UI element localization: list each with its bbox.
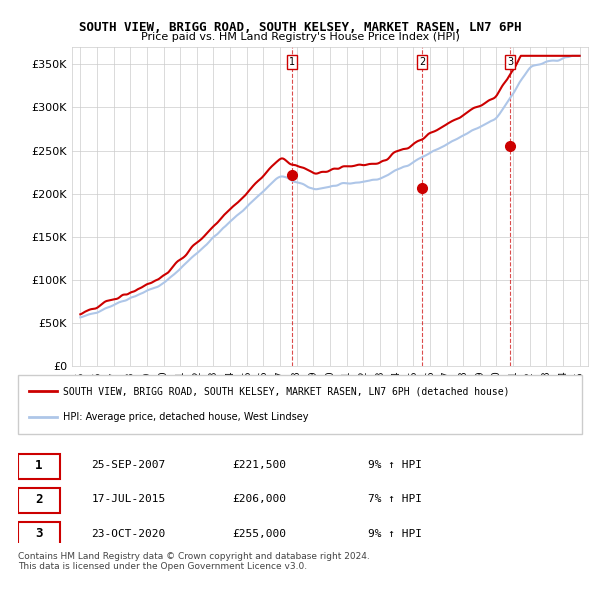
Text: 25-SEP-2007: 25-SEP-2007 [91,460,166,470]
Text: 23-OCT-2020: 23-OCT-2020 [91,529,166,539]
Text: 17-JUL-2015: 17-JUL-2015 [91,494,166,504]
Text: 9% ↑ HPI: 9% ↑ HPI [368,460,422,470]
Text: £221,500: £221,500 [232,460,286,470]
Text: 1: 1 [35,459,43,472]
FancyBboxPatch shape [18,375,582,434]
FancyBboxPatch shape [18,522,60,547]
Text: Price paid vs. HM Land Registry's House Price Index (HPI): Price paid vs. HM Land Registry's House … [140,32,460,42]
Text: £206,000: £206,000 [232,494,286,504]
FancyBboxPatch shape [18,488,60,513]
Text: SOUTH VIEW, BRIGG ROAD, SOUTH KELSEY, MARKET RASEN, LN7 6PH (detached house): SOUTH VIEW, BRIGG ROAD, SOUTH KELSEY, MA… [63,386,509,396]
Text: 2: 2 [419,57,425,67]
Text: 1: 1 [289,57,295,67]
Text: 2: 2 [35,493,43,506]
FancyBboxPatch shape [18,454,60,479]
Text: £255,000: £255,000 [232,529,286,539]
Text: 3: 3 [35,527,43,540]
Text: 3: 3 [507,57,513,67]
Text: Contains HM Land Registry data © Crown copyright and database right 2024.
This d: Contains HM Land Registry data © Crown c… [18,552,370,571]
Text: 9% ↑ HPI: 9% ↑ HPI [368,529,422,539]
Text: 7% ↑ HPI: 7% ↑ HPI [368,494,422,504]
Text: SOUTH VIEW, BRIGG ROAD, SOUTH KELSEY, MARKET RASEN, LN7 6PH: SOUTH VIEW, BRIGG ROAD, SOUTH KELSEY, MA… [79,21,521,34]
Text: HPI: Average price, detached house, West Lindsey: HPI: Average price, detached house, West… [63,412,308,422]
